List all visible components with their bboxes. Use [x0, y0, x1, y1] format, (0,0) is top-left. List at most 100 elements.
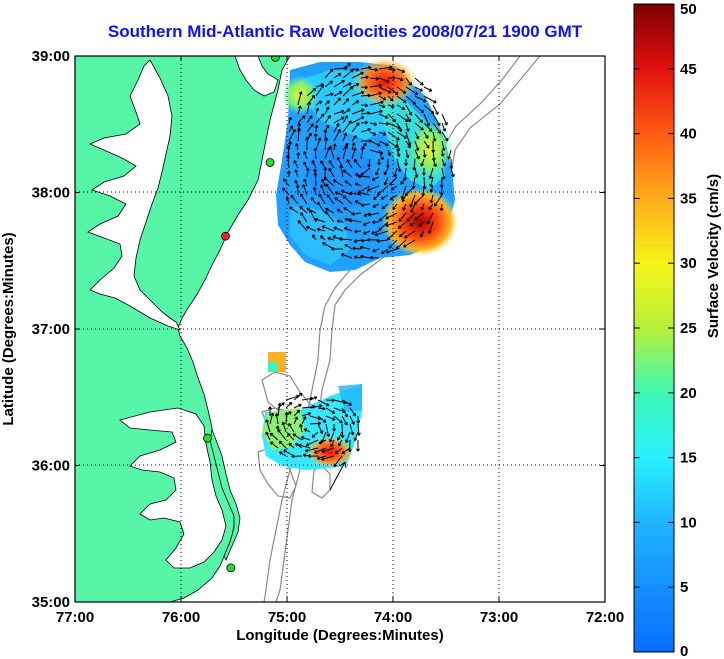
velocity-arrow-head: [298, 403, 302, 408]
velocity-arrow: [341, 253, 353, 259]
map-title: Southern Mid-Atlantic Raw Velocities 200…: [107, 22, 583, 41]
velocity-arrow-head: [437, 130, 442, 134]
velocity-arrow-head: [350, 69, 354, 73]
velocity-arrow-head: [398, 218, 403, 222]
velocity-arrow-head: [297, 122, 302, 127]
velocity-arrow: [309, 405, 322, 409]
velocity-arrow-head: [317, 137, 322, 141]
velocity-arrow-head: [352, 147, 357, 151]
velocity-arrow: [349, 407, 357, 417]
velocity-arrow-head: [283, 449, 287, 453]
velocity-arrow-head: [372, 220, 376, 225]
velocity-arrow-head: [312, 186, 317, 191]
velocity-arrow-head: [356, 420, 361, 424]
velocity-arrow-head: [327, 115, 331, 119]
velocity-arrow-head: [288, 423, 292, 427]
velocity-arrow: [349, 423, 354, 436]
velocity-arrow: [283, 178, 290, 187]
velocity-arrow-head: [401, 198, 406, 203]
velocity-arrow-head: [403, 162, 408, 166]
velocity-arrow-head: [305, 225, 310, 230]
velocity-arrow: [351, 83, 360, 88]
velocity-arrow-head: [318, 440, 323, 445]
velocity-arrow-head: [363, 213, 368, 217]
velocity-arrow-head: [354, 255, 358, 260]
velocity-arrow-head: [420, 109, 425, 114]
velocity-arrow-head: [444, 137, 449, 142]
velocity-arrow-head: [288, 411, 292, 415]
velocity-arrow: [288, 442, 295, 449]
velocity-arrow: [315, 83, 324, 88]
velocity-arrow-head: [409, 204, 414, 208]
velocity-arrow-head: [337, 442, 342, 447]
x-tick-label: 77:00: [56, 609, 94, 626]
velocity-arrow-head: [296, 409, 301, 414]
velocity-arrow-head: [331, 247, 335, 251]
velocity-arrow: [333, 110, 345, 115]
velocity-arrow: [333, 97, 341, 106]
y-tick-label: 37:00: [32, 321, 70, 338]
velocity-arrow: [396, 239, 407, 250]
x-tick-label: 72:00: [586, 609, 624, 626]
velocity-arrow-head: [291, 454, 295, 459]
velocity-arrow: [351, 135, 357, 142]
velocity-arrow: [329, 145, 335, 160]
velocity-arrow: [369, 140, 381, 147]
velocity-arrow: [387, 113, 397, 123]
velocity-arrow: [351, 116, 365, 124]
velocity-arrow: [341, 423, 344, 438]
velocity-arrow: [306, 226, 317, 232]
velocity-arrow: [342, 195, 353, 205]
velocity-arrow: [360, 86, 368, 88]
velocity-arrow: [311, 160, 317, 169]
velocity-arrow-head: [310, 197, 315, 201]
velocity-arrow: [324, 100, 330, 106]
radar-station-marker: [203, 433, 212, 443]
velocity-arrow: [418, 221, 425, 227]
velocity-arrow: [351, 122, 360, 133]
colorbar-tick-label: 10: [680, 514, 697, 531]
velocity-arrow-head: [442, 163, 446, 167]
velocity-arrow: [328, 168, 335, 178]
velocity-arrow-head: [363, 142, 367, 147]
velocity-arrow-head: [269, 441, 274, 445]
velocity-arrow: [351, 142, 355, 151]
velocity-arrow-head: [335, 123, 340, 127]
velocity-arrow-head: [299, 206, 303, 210]
velocity-arrow-head: [342, 169, 347, 174]
velocity-arrow: [423, 140, 430, 149]
velocity-arrow: [305, 447, 319, 452]
velocity-arrow: [333, 123, 340, 133]
velocity-arrow-head: [356, 67, 360, 72]
velocity-arrow-head: [311, 94, 316, 99]
velocity-arrow: [277, 403, 281, 417]
velocity-arrow-head: [396, 148, 401, 152]
velocity-arrow-head: [328, 167, 332, 172]
velocity-arrow: [373, 194, 380, 200]
velocity-arrow: [315, 113, 325, 124]
velocity-arrow: [315, 107, 319, 115]
velocity-arrow: [315, 125, 317, 133]
velocity-arrow-head: [377, 162, 382, 166]
velocity-arrow: [322, 242, 335, 250]
velocity-arrow: [369, 68, 378, 71]
velocity-arrow-head: [378, 227, 382, 231]
velocity-arrow: [369, 84, 382, 88]
velocity-arrow-head: [344, 414, 348, 418]
velocity-arrow: [300, 193, 308, 205]
velocity-arrow: [396, 95, 407, 104]
velocity-arrow-head: [346, 159, 350, 163]
velocity-arrow-head: [296, 152, 301, 156]
velocity-arrow: [288, 116, 292, 124]
velocity-arrow: [336, 220, 344, 223]
velocity-arrow: [360, 122, 368, 124]
velocity-arrow-head: [385, 215, 389, 220]
velocity-arrow-head: [382, 96, 387, 101]
velocity-arrow-head: [288, 401, 293, 406]
velocity-arrow: [413, 194, 425, 205]
velocity-arrow: [387, 131, 400, 141]
velocity-arrow-head: [336, 437, 341, 441]
velocity-arrow: [369, 110, 383, 115]
colorbar-tick-label: 15: [680, 450, 697, 467]
velocity-arrow-head: [301, 115, 306, 119]
